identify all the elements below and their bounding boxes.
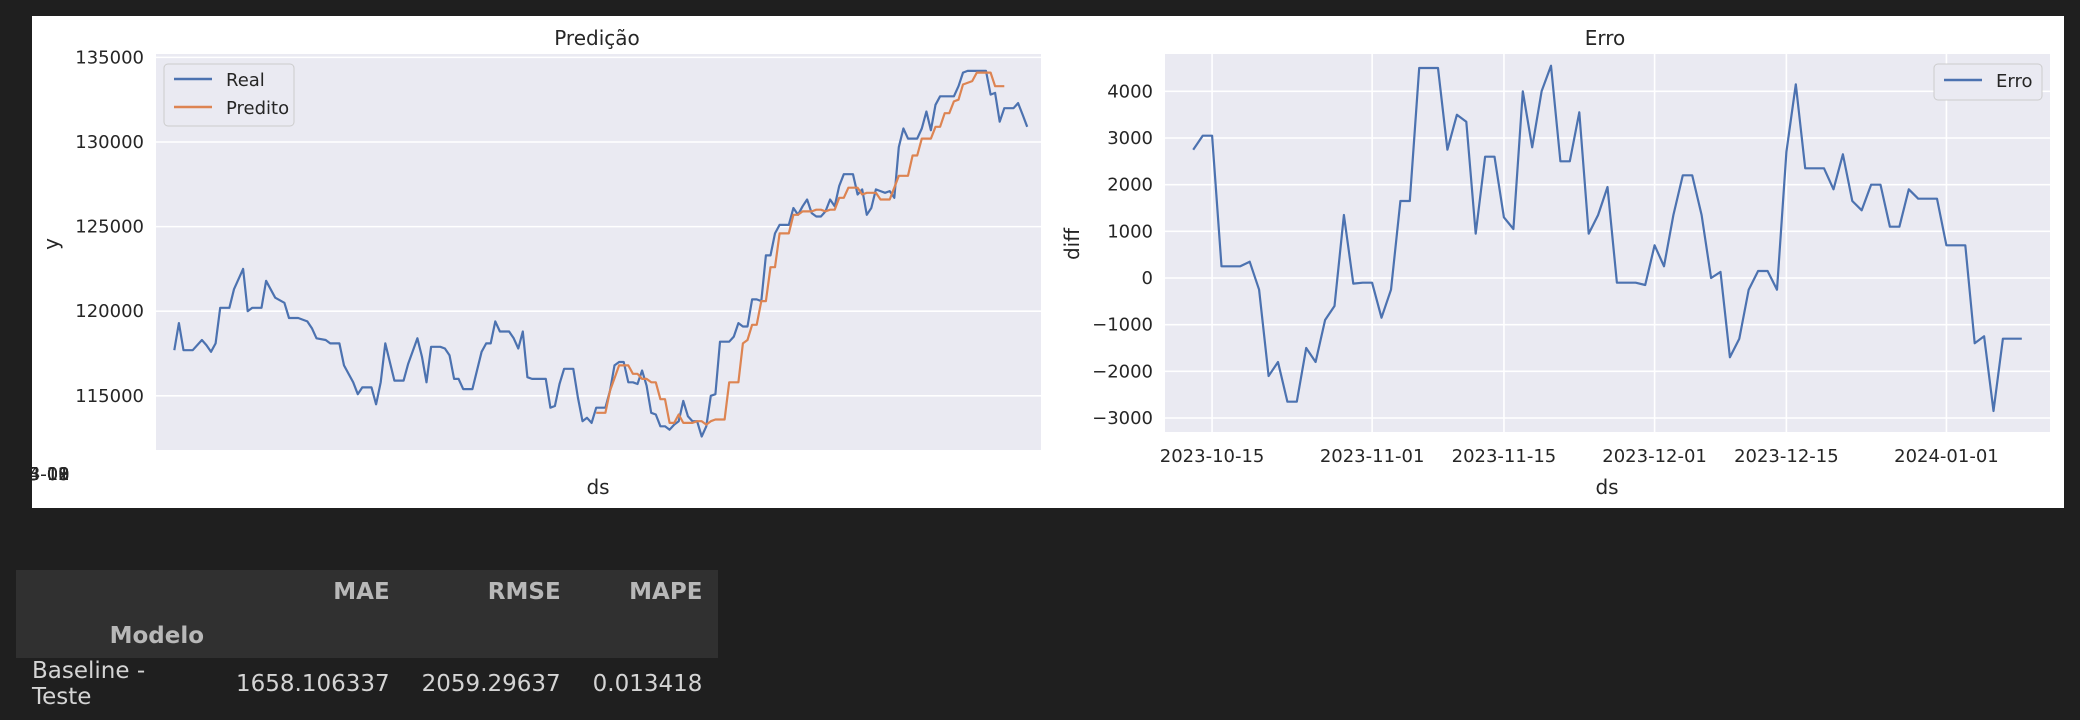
legend-erro-label: Erro [1996,71,2032,92]
pred-ylabel: y [39,238,63,250]
y-tick-label: 135000 [75,47,144,68]
series-line-erro [1192,64,2022,413]
y-tick-label: 115000 [75,386,144,407]
figure: Predição 2023-082023-092023-102023-11202… [32,16,2064,508]
figure-svg: Predição 2023-082023-092023-102023-11202… [32,26,2050,499]
x-tick-label: 2023-08 [32,464,70,485]
y-tick-label: −2000 [1092,361,1153,382]
cell-rmse: 2059.29637 [421,671,561,697]
cell-mae: 1658.106337 [236,671,390,697]
x-tick-label: 2023-12-15 [1734,446,1839,467]
erro-lines [1192,64,2022,413]
y-tick-label: −1000 [1092,315,1153,336]
erro-chart: 2023-10-15 2023-11-01 2023-11-15 2023-12-01… [1092,54,2050,467]
x-tick-label: 2023-10-15 [1160,446,1265,467]
y-tick-label: 1000 [1107,221,1153,242]
erro-ylabel: diff [1060,227,1084,260]
pred-lines [173,69,1029,438]
x-tick-label: 2023-11-15 [1452,446,1557,467]
erro-plot-area [1165,54,2050,432]
pred-legend: Real Predito [163,63,295,127]
y-tick-label: 2000 [1107,175,1153,196]
series-line-predito [596,71,1005,426]
y-tick-label: 125000 [75,217,144,238]
y-tick-label: −3000 [1092,408,1153,429]
cell-mape: 0.013418 [592,671,703,697]
x-tick-label: 2023-11 [32,464,70,485]
x-tick-label: 2024-01 [32,464,70,485]
col-header-mape: MAPE [576,570,719,614]
table-header-row: MAE RMSE MAPE [16,570,719,614]
pred-xlabel: ds [586,475,609,499]
erro-legend: Erro [1933,63,2043,101]
table-index-row: Modelo [16,614,719,658]
table-row: Baseline - Teste 1658.106337 2059.29637 … [16,658,718,710]
x-tick-label: 2023-11-01 [1320,446,1425,467]
row-label: Baseline - Teste [32,658,146,710]
col-header-rmse: RMSE [405,570,577,614]
erro-xlabel: ds [1595,475,1618,499]
x-tick-label: 2024-01-01 [1894,446,1999,467]
x-tick-label: 2023-10 [32,464,70,485]
metrics-table: MAE RMSE MAPE Modelo Baseline - Teste 16… [16,570,719,710]
erro-title: Erro [1585,26,1626,50]
x-tick-label: 2023-12 [32,464,70,485]
col-header-mae: MAE [220,570,406,614]
pred-plot-area [156,54,1041,450]
erro-ticks: 2023-10-15 2023-11-01 2023-11-15 2023-12-01… [1092,81,1999,467]
y-tick-label: 4000 [1107,81,1153,102]
pred-chart: 2023-082023-092023-102023-112023-122024-… [32,47,1041,485]
pred-ticks: 2023-082023-092023-102023-112023-122024-… [32,47,144,485]
x-tick-label: 2023-12-01 [1602,446,1707,467]
erro-legend-box [1933,63,2043,101]
x-tick-label: 2023-09 [32,464,70,485]
y-tick-label: 130000 [75,132,144,153]
y-tick-label: 3000 [1107,128,1153,149]
legend-real-label: Real [226,70,265,91]
legend-pred-label: Predito [226,98,289,119]
series-line-real [173,69,1029,438]
y-tick-label: 120000 [75,301,144,322]
y-tick-label: 0 [1142,268,1153,289]
index-name: Modelo [16,614,220,658]
pred-title: Predição [554,26,640,50]
pred-grid [32,54,1041,450]
table-corner [16,570,220,614]
